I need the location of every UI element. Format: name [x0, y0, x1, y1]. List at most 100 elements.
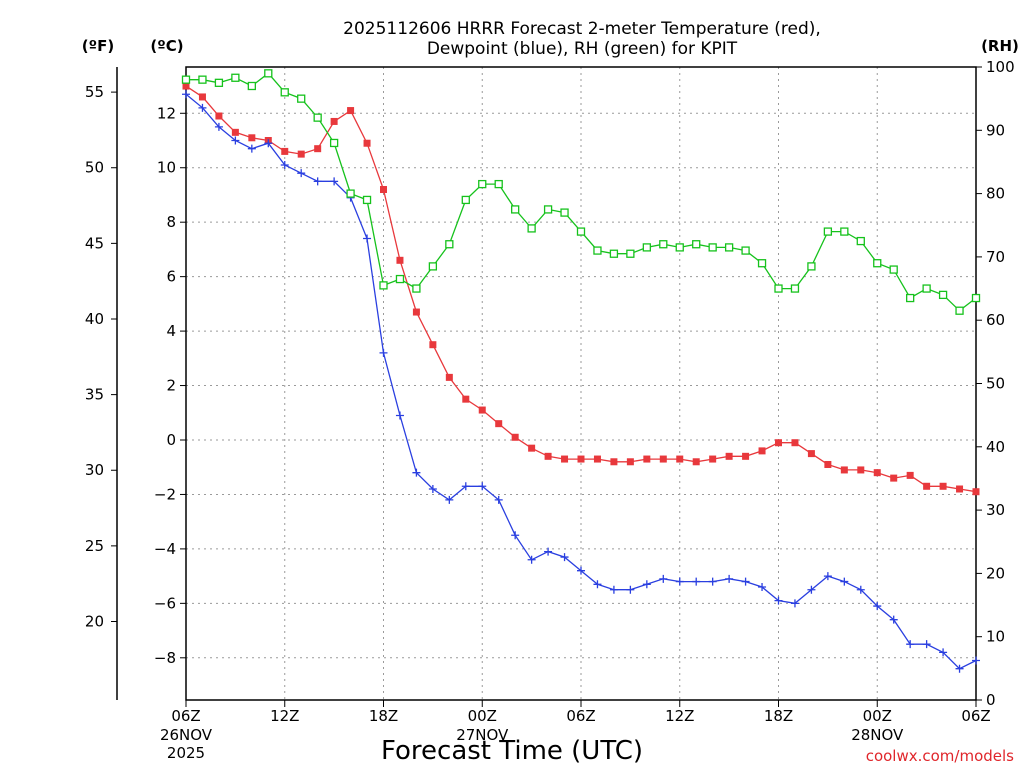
data-point-marker: [346, 189, 355, 198]
data-point-marker: [478, 482, 487, 491]
data-point-marker: [741, 577, 750, 586]
data-point-marker: [938, 290, 948, 300]
data-point-marker: [528, 444, 536, 452]
data-point-marker: [462, 395, 470, 403]
data-point-marker: [922, 284, 931, 293]
date-label: 27NOV: [456, 726, 509, 744]
data-point-marker: [971, 293, 981, 303]
data-point-marker: [939, 648, 948, 657]
rh-tick-label: 30: [986, 501, 1005, 519]
data-point-marker: [511, 205, 520, 214]
data-point-marker: [609, 249, 619, 258]
data-point-marker: [791, 439, 799, 447]
data-point-marker: [807, 262, 816, 271]
data-point-marker: [363, 139, 371, 147]
fahrenheit-tick-label: 50: [85, 159, 104, 177]
data-point-marker: [709, 455, 717, 463]
date-label: 26NOV: [160, 726, 213, 744]
chart-title-line-2: Dewpoint (blue), RH (green) for KPIT: [427, 39, 738, 59]
data-point-marker: [675, 243, 684, 252]
data-point-marker: [297, 94, 306, 103]
data-point-marker: [692, 240, 701, 249]
data-point-marker: [643, 455, 651, 463]
data-series: [181, 69, 981, 673]
data-point-marker: [955, 664, 964, 673]
gridlines: [186, 67, 976, 700]
time-tick-label: 12Z: [270, 707, 299, 725]
data-point-marker: [840, 466, 848, 474]
data-point-marker: [280, 161, 289, 170]
data-point-marker: [495, 420, 503, 428]
data-point-marker: [955, 306, 964, 315]
celsius-tick-label: 4: [166, 322, 176, 340]
data-point-marker: [889, 265, 898, 274]
rh-tick-label: 20: [986, 564, 1005, 582]
data-point-marker: [412, 284, 421, 293]
data-point-marker: [758, 447, 766, 455]
rh-tick-label: 0: [986, 691, 996, 709]
data-point-marker: [807, 450, 815, 458]
data-point-marker: [198, 75, 207, 84]
time-tick-label: 06Z: [961, 707, 990, 725]
time-tick-label: 00Z: [863, 707, 892, 725]
data-point-marker: [412, 308, 420, 316]
time-tick-label: 06Z: [171, 707, 200, 725]
data-point-marker: [429, 341, 437, 349]
celsius-tick-label: 0: [166, 431, 176, 449]
data-point-marker: [775, 439, 782, 447]
data-point-marker: [890, 474, 898, 482]
data-point-marker: [494, 179, 503, 189]
date-label: 28NOV: [851, 726, 904, 744]
rh-tick-label: 90: [986, 121, 1005, 139]
data-point-marker: [972, 656, 980, 665]
data-point-marker: [593, 580, 602, 589]
data-point-marker: [494, 495, 503, 504]
data-point-marker: [181, 75, 191, 84]
data-point-marker: [626, 249, 635, 258]
data-point-marker: [231, 128, 239, 136]
data-point-marker: [395, 411, 404, 420]
data-point-marker: [790, 599, 799, 608]
series-line: [186, 72, 977, 312]
data-point-marker: [642, 580, 651, 589]
data-point-marker: [231, 73, 240, 82]
data-point-marker: [280, 88, 289, 97]
data-point-marker: [593, 455, 601, 463]
data-point-marker: [445, 373, 453, 381]
data-point-marker: [478, 179, 487, 189]
data-point-marker: [856, 585, 865, 594]
fahrenheit-tick-label: 35: [85, 386, 104, 404]
data-point-marker: [741, 246, 750, 255]
source-credit: coolwx.com/models: [866, 747, 1014, 765]
data-point-marker: [840, 227, 849, 236]
data-point-marker: [313, 177, 322, 186]
celsius-tick-label: 12: [157, 104, 176, 122]
data-point-marker: [956, 485, 964, 493]
celsius-tick-label: −4: [154, 540, 176, 558]
data-point-marker: [889, 615, 898, 624]
data-point-marker: [543, 205, 553, 214]
data-point-marker: [906, 293, 915, 303]
data-point-marker: [774, 596, 783, 605]
data-point-marker: [247, 144, 256, 153]
rh-tick-label: 60: [986, 311, 1005, 329]
time-tick-label: 18Z: [369, 707, 398, 725]
data-point-marker: [396, 256, 404, 264]
data-point-marker: [642, 243, 651, 252]
rh-tick-label: 70: [986, 248, 1005, 266]
time-tick-label: 12Z: [665, 707, 694, 725]
data-point-marker: [247, 81, 256, 91]
data-point-marker: [214, 78, 224, 87]
data-point-marker: [248, 134, 256, 142]
data-point-marker: [610, 458, 618, 466]
data-point-marker: [708, 577, 717, 586]
data-point-marker: [906, 640, 915, 649]
data-point-marker: [461, 482, 470, 491]
celsius-tick-label: 8: [166, 213, 176, 231]
data-point-marker: [873, 469, 881, 477]
data-point-marker: [379, 348, 388, 357]
data-point-marker: [626, 585, 635, 594]
data-point-marker: [478, 406, 486, 414]
celsius-tick-label: 2: [166, 377, 176, 395]
series-rh: [181, 69, 981, 315]
